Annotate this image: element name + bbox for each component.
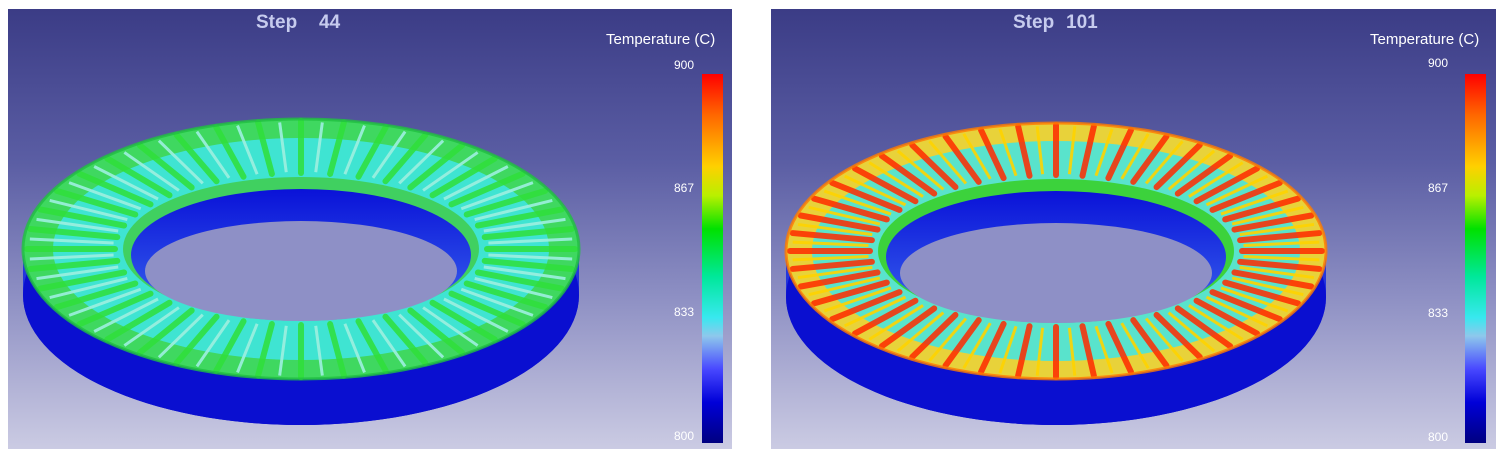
tick-label: 900: [1427, 56, 1448, 70]
tick-label: 800: [1427, 430, 1448, 444]
simulation-viewport-step-44[interactable]: Step 44 Temperature (C) 900 867 833 800: [8, 9, 732, 449]
bevel-gear-temperature-render: [784, 121, 1328, 425]
simulation-viewport-step-101[interactable]: Step 101 Temperature (C) 900 867 833 800: [771, 9, 1496, 449]
legend-title: Temperature (C): [606, 31, 716, 48]
gear-teeth: [787, 122, 1325, 380]
legend-title: Temperature (C): [1370, 31, 1480, 48]
tick-label: 833: [1427, 306, 1448, 320]
temperature-colorbar: [1465, 74, 1486, 443]
gear-teeth: [24, 118, 578, 380]
tick-label: 800: [673, 429, 694, 443]
gear-hole: [900, 223, 1212, 323]
bevel-gear-temperature-render: [21, 117, 581, 425]
gear-hole: [145, 221, 457, 321]
temperature-colorbar: [702, 74, 723, 443]
tick-label: 867: [673, 181, 694, 195]
tick-label: 833: [673, 305, 694, 319]
tick-label: 900: [673, 58, 694, 72]
tick-label: 867: [1427, 181, 1448, 195]
